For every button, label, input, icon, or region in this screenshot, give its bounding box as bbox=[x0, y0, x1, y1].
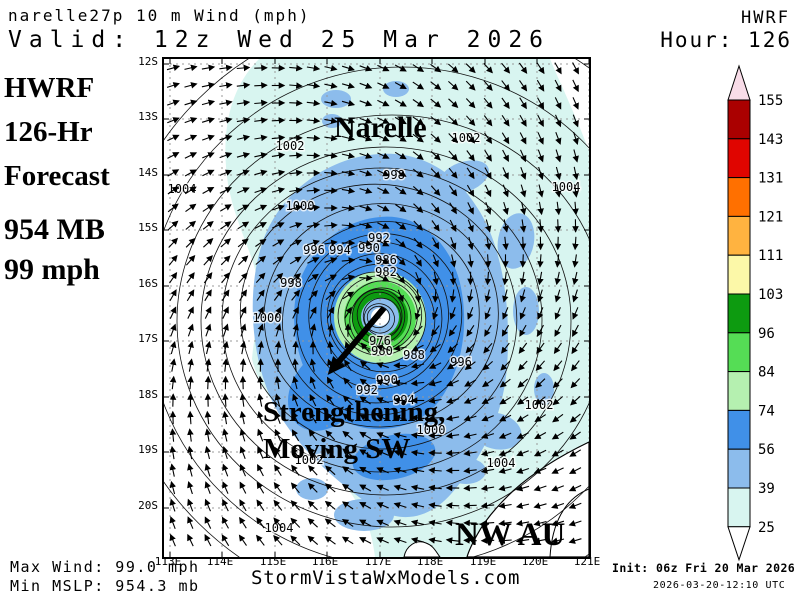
svg-text:1002: 1002 bbox=[452, 131, 481, 145]
valid-time: Valid: 12z Wed 25 Mar 2026 bbox=[8, 27, 551, 53]
forecast-summary: HWRF 126-Hr Forecast bbox=[4, 66, 159, 198]
lon-tick-label: 120E bbox=[521, 555, 549, 568]
lon-tick-label: 115E bbox=[259, 555, 287, 568]
svg-text:992: 992 bbox=[356, 383, 378, 397]
lon-tick-label: 117E bbox=[364, 555, 392, 568]
colorbar-segment bbox=[727, 138, 751, 179]
svg-text:1002: 1002 bbox=[525, 398, 554, 412]
lat-tick-label: 15S bbox=[138, 221, 158, 234]
lat-tick-label: 14S bbox=[138, 166, 158, 179]
summary-line-1: HWRF bbox=[4, 72, 95, 104]
svg-text:39: 39 bbox=[758, 481, 775, 497]
storm-name-label: Narelle bbox=[334, 111, 427, 144]
colorbar-segment bbox=[727, 254, 751, 295]
annotation-strengthening: Strengthening, bbox=[263, 396, 445, 428]
colorbar-segment bbox=[727, 332, 751, 373]
svg-text:155: 155 bbox=[758, 93, 783, 109]
wind-39mph-patch bbox=[321, 90, 351, 108]
wind-39mph-patch bbox=[334, 499, 394, 531]
svg-text:131: 131 bbox=[758, 171, 783, 187]
wind-39mph-patch bbox=[470, 412, 522, 450]
lat-tick-label: 18S bbox=[138, 388, 158, 401]
svg-text:121: 121 bbox=[758, 209, 783, 225]
max-wind-value: 99 mph bbox=[4, 253, 100, 286]
svg-text:980: 980 bbox=[371, 344, 393, 358]
region-label-nw-au: NW AU bbox=[455, 517, 565, 553]
model-name: HWRF bbox=[741, 8, 790, 28]
svg-text:96: 96 bbox=[758, 326, 775, 342]
forecast-map: 1002 1000 1004 998 1002 1004 998 1000 996 994 992 9… bbox=[162, 57, 591, 559]
svg-text:1000: 1000 bbox=[286, 199, 315, 213]
svg-text:1000: 1000 bbox=[253, 311, 282, 325]
colorbar-segment bbox=[727, 448, 751, 489]
summary-line-3: Forecast bbox=[4, 160, 110, 192]
wind-arrow-field bbox=[166, 62, 582, 547]
lon-tick-label: 119E bbox=[469, 555, 497, 568]
created-time: 2026-03-20-12:10 UTC bbox=[653, 580, 786, 591]
lat-tick-label: 12S bbox=[138, 55, 158, 68]
footer-max-wind: Max Wind: 99.0 mph bbox=[10, 558, 200, 576]
colorbar-segment bbox=[727, 215, 751, 256]
svg-text:103: 103 bbox=[758, 287, 783, 303]
init-time: Init: 06z Fri 20 Mar 2026 bbox=[612, 561, 796, 575]
svg-text:990: 990 bbox=[358, 241, 380, 255]
forecast-hour: Hour: 126 bbox=[660, 28, 792, 52]
min-pressure-value: 954 MB bbox=[4, 213, 105, 246]
lon-tick-label: 113E bbox=[154, 555, 182, 568]
svg-text:56: 56 bbox=[758, 442, 775, 458]
svg-text:1002: 1002 bbox=[295, 453, 324, 467]
svg-text:1004: 1004 bbox=[265, 521, 294, 535]
svg-text:143: 143 bbox=[758, 132, 783, 148]
colorbar-segment bbox=[727, 409, 751, 450]
lat-tick-label: 19S bbox=[138, 443, 158, 456]
colorbar-over-arrow bbox=[727, 64, 751, 101]
lon-tick-label: 116E bbox=[311, 555, 339, 568]
svg-text:74: 74 bbox=[758, 403, 775, 419]
lon-tick-label: 121E bbox=[573, 555, 601, 568]
lat-tick-label: 20S bbox=[138, 499, 158, 512]
lon-tick-label: 114E bbox=[206, 555, 234, 568]
svg-text:84: 84 bbox=[758, 365, 775, 381]
colorbar-segment bbox=[727, 371, 751, 411]
colorbar-segment bbox=[727, 99, 751, 140]
svg-text:976: 976 bbox=[369, 334, 391, 348]
summary-line-2: 126-Hr bbox=[4, 116, 93, 148]
lat-tick-label: 16S bbox=[138, 277, 158, 290]
coastline-inlet bbox=[549, 488, 589, 557]
colorbar-labels: 155 143 131 121 111 103 96 84 74 56 39 25 bbox=[758, 93, 783, 536]
storm-motion-arrow bbox=[327, 306, 387, 375]
plot-title: narelle27p 10 m Wind (mph) bbox=[8, 6, 311, 25]
colorbar-segment bbox=[727, 177, 751, 217]
lon-tick-label: 118E bbox=[416, 555, 444, 568]
svg-text:25: 25 bbox=[758, 520, 775, 536]
svg-text:111: 111 bbox=[758, 248, 783, 264]
wind-speed-colorbar: 155 143 131 121 111 103 96 84 74 56 39 25 bbox=[722, 58, 798, 570]
wind-39mph-patch bbox=[513, 287, 539, 335]
svg-text:988: 988 bbox=[403, 348, 425, 362]
lat-tick-label: 13S bbox=[138, 110, 158, 123]
svg-text:994: 994 bbox=[329, 243, 351, 257]
svg-text:998: 998 bbox=[280, 276, 302, 290]
svg-text:996: 996 bbox=[303, 243, 325, 257]
svg-text:1002: 1002 bbox=[276, 139, 305, 153]
coastline-island bbox=[403, 541, 441, 557]
colorbar-under-arrow bbox=[727, 526, 751, 562]
wind-39mph-patch bbox=[296, 478, 328, 500]
lat-tick-label: 17S bbox=[138, 332, 158, 345]
footer-min-mslp: Min MSLP: 954.3 mb bbox=[10, 577, 200, 595]
annotation-moving-sw: Moving SW bbox=[263, 433, 410, 465]
svg-text:982: 982 bbox=[375, 265, 397, 279]
svg-text:1004: 1004 bbox=[487, 456, 516, 470]
site-watermark: StormVistaWxModels.com bbox=[251, 567, 521, 589]
svg-text:1000: 1000 bbox=[417, 423, 446, 437]
wind-39mph-patch bbox=[439, 160, 489, 194]
storm-stats: 954 MB 99 mph bbox=[4, 210, 162, 290]
colorbar-segment bbox=[727, 487, 751, 528]
colorbar-segment bbox=[727, 293, 751, 334]
